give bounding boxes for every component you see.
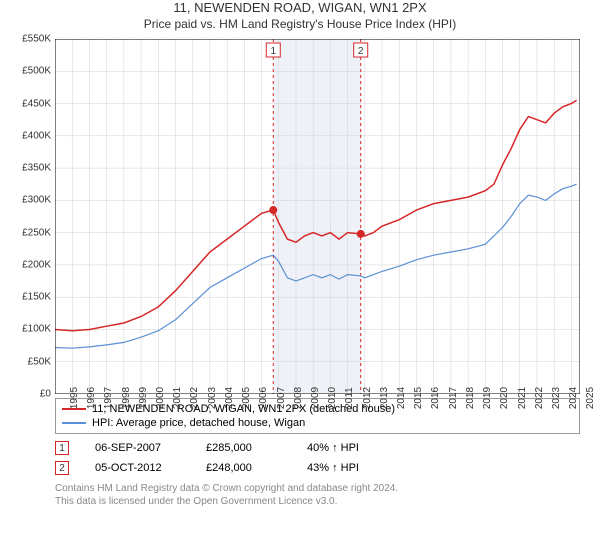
sale-row: 1 06-SEP-2007 £285,000 40% ↑ HPI: [55, 438, 580, 458]
copyright-line-1: Contains HM Land Registry data © Crown c…: [55, 482, 580, 495]
x-axis-label: 2025: [571, 387, 596, 409]
svg-text:2: 2: [358, 46, 364, 57]
page-subtitle: Price paid vs. HM Land Registry's House …: [0, 17, 600, 31]
legend-item: HPI: Average price, detached house, Wiga…: [62, 416, 573, 430]
sale-hpi: 40% ↑ HPI: [307, 442, 392, 454]
y-axis-label: £200K: [22, 259, 51, 270]
y-axis-label: £400K: [22, 130, 51, 141]
sale-date: 05-OCT-2012: [95, 462, 180, 474]
sale-price: £285,000: [206, 442, 281, 454]
chart: 12 £0£50K£100K£150K£200K£250K£300K£350K£…: [55, 39, 580, 394]
legend-label: HPI: Average price, detached house, Wiga…: [92, 417, 305, 429]
sale-price: £248,000: [206, 462, 281, 474]
sales-table: 1 06-SEP-2007 £285,000 40% ↑ HPI 2 05-OCT-201…: [55, 438, 580, 478]
sale-row: 2 05-OCT-2012 £248,000 43% ↑ HPI: [55, 458, 580, 478]
chart-svg: 12: [55, 39, 580, 394]
copyright: Contains HM Land Registry data © Crown c…: [55, 482, 580, 508]
y-axis-label: £50K: [28, 356, 51, 367]
legend-swatch: [62, 422, 86, 424]
sale-marker: 1: [55, 441, 69, 455]
y-axis-label: £450K: [22, 98, 51, 109]
y-axis-label: £300K: [22, 195, 51, 206]
y-axis-label: £0: [40, 389, 51, 400]
sale-hpi: 43% ↑ HPI: [307, 462, 392, 474]
y-axis-label: £100K: [22, 324, 51, 335]
copyright-line-2: This data is licensed under the Open Gov…: [55, 495, 580, 508]
y-axis-label: £350K: [22, 163, 51, 174]
y-axis-label: £500K: [22, 66, 51, 77]
svg-text:1: 1: [270, 46, 276, 57]
y-axis-label: £550K: [22, 34, 51, 45]
y-axis-label: £250K: [22, 227, 51, 238]
sale-date: 06-SEP-2007: [95, 442, 180, 454]
y-axis-label: £150K: [22, 292, 51, 303]
page-title: 11, NEWENDEN ROAD, WIGAN, WN1 2PX: [0, 0, 600, 15]
sale-marker: 2: [55, 461, 69, 475]
